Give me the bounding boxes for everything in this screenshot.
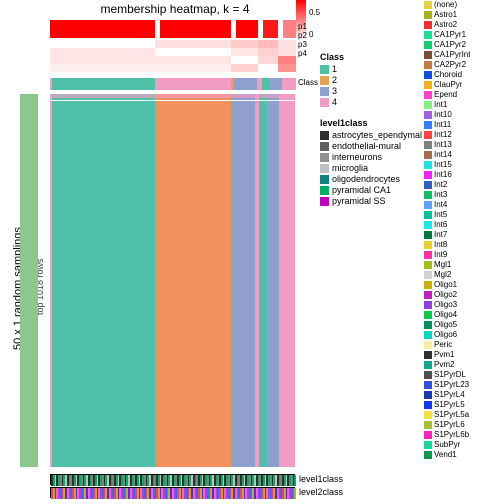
cluster-heatmap [50,94,295,467]
class-legend: Class1234 [320,52,344,108]
class-band-label: Class [298,78,318,87]
p-value-bars [50,20,295,38]
membership-bands [50,40,295,72]
level2class-legend: (none)Astro1Astro2CA1Pyr1CA1Pyr2CA1PyrIn… [424,0,470,460]
class-annotation-band [50,78,295,90]
level1class-legend: level1classastrocytes_ependymalendotheli… [320,118,422,207]
left-annotation-bar [20,94,38,467]
p-labels: p1p2p3p4 [298,22,307,58]
chart-title: membership heatmap, k = 4 [60,2,290,16]
